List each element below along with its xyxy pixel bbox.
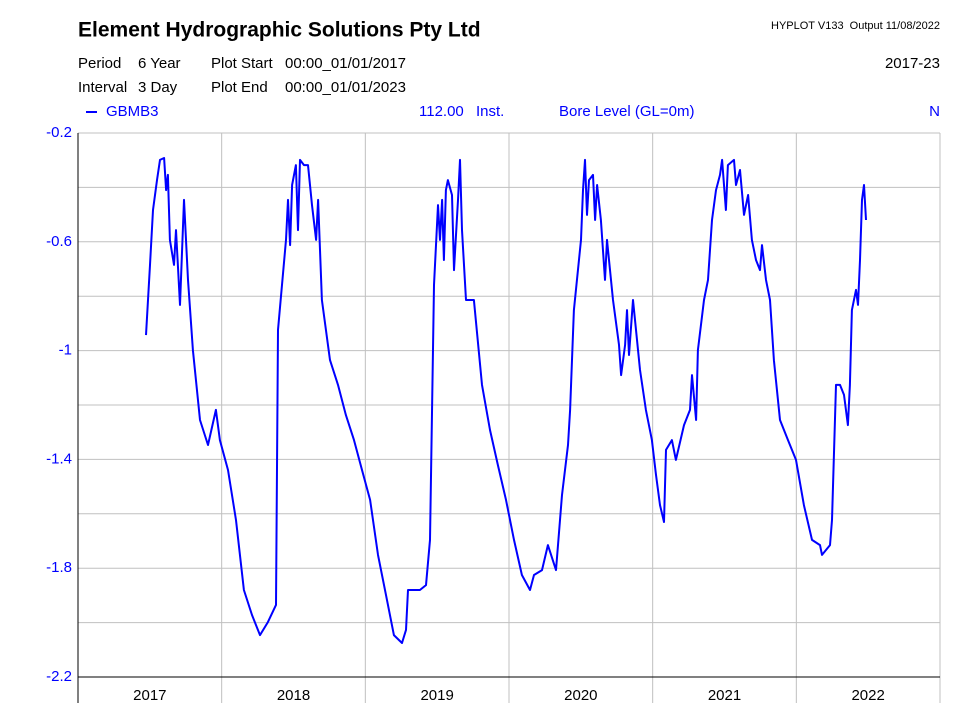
x-tick-label: 2017 (133, 687, 166, 704)
plot-start-label: Plot Start (211, 55, 274, 72)
interval-label: Interval (78, 79, 127, 96)
x-tick-label: 2021 (708, 687, 741, 704)
y-tick-label: -1.8 (46, 559, 72, 576)
x-tick-label: 2019 (420, 687, 453, 704)
x-tick-label: 2022 (851, 687, 884, 704)
y-tick-label: -2.2 (46, 668, 72, 685)
x-tick-label: 2018 (277, 687, 310, 704)
x-tick-label: 2020 (564, 687, 597, 704)
y-tick-label: -0.6 (46, 233, 72, 250)
interval: 3 Day (138, 79, 178, 96)
data-type: Inst. (476, 103, 504, 120)
data-line (145, 157, 867, 644)
plot-end-label: Plot End (211, 79, 268, 96)
chart-title: Element Hydrographic Solutions Pty Ltd (78, 19, 481, 42)
y-tick-label: -1 (59, 342, 72, 359)
period-label: Period (78, 55, 121, 72)
range-label: 2017-23 (885, 55, 940, 72)
flag: N (929, 103, 940, 120)
software-label: HYPLOT V133 Output 11/08/2022 (771, 20, 940, 32)
y-tick-label: -0.2 (46, 124, 72, 141)
period: 6 Year (138, 55, 181, 72)
y-tick-label: -1.4 (46, 450, 72, 467)
variable-code: 112.00 (419, 103, 464, 120)
variable-name: Bore Level (GL=0m) (559, 103, 694, 120)
legend-label: GBMB3 (106, 103, 159, 120)
plot-start: 00:00_01/01/2017 (285, 55, 406, 72)
plot-end: 00:00_01/01/2023 (285, 79, 406, 96)
